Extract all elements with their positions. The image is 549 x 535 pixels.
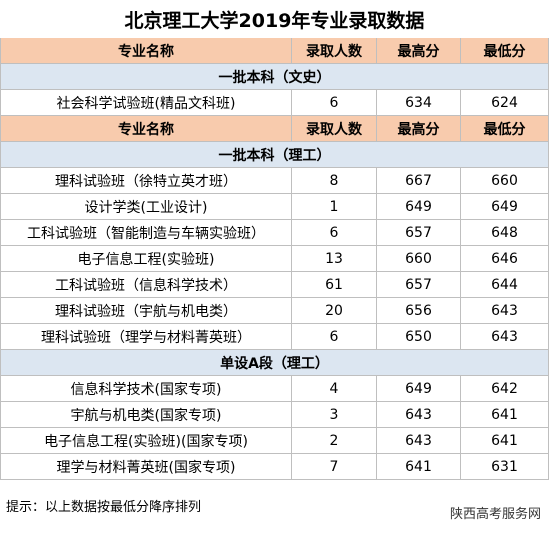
- section-row: 单设A段（理工）: [0, 350, 549, 376]
- table-cell: 660: [461, 168, 549, 194]
- table-cell: 642: [461, 376, 549, 402]
- table-cell: 61: [292, 272, 377, 298]
- header-cell: 录取人数: [292, 38, 377, 64]
- table-cell: 8: [292, 168, 377, 194]
- table-cell: 649: [461, 194, 549, 220]
- table-cell: 624: [461, 90, 549, 116]
- table-cell: 社会科学试验班(精品文科班): [0, 90, 292, 116]
- table-cell: 6: [292, 90, 377, 116]
- section-row: 一批本科（理工）: [0, 142, 549, 168]
- header-cell: 录取人数: [292, 116, 377, 142]
- table-cell: 6: [292, 324, 377, 350]
- table-cell: 宇航与机电类(国家专项): [0, 402, 292, 428]
- table-cell: 634: [377, 90, 461, 116]
- table-cell: 643: [461, 298, 549, 324]
- table-cell: 648: [461, 220, 549, 246]
- table-cell: 641: [461, 428, 549, 454]
- table-cell: 641: [377, 454, 461, 480]
- header-cell: 最高分: [377, 116, 461, 142]
- table-cell: 656: [377, 298, 461, 324]
- table-cell: 643: [377, 402, 461, 428]
- header-cell: 专业名称: [0, 116, 292, 142]
- table-cell: 643: [461, 324, 549, 350]
- table-cell: 理科试验班（理学与材料菁英班）: [0, 324, 292, 350]
- table-cell: 650: [377, 324, 461, 350]
- table-cell: 649: [377, 194, 461, 220]
- table-cell: 理学与材料菁英班(国家专项): [0, 454, 292, 480]
- section-row: 一批本科（文史）: [0, 64, 549, 90]
- table-cell: 4: [292, 376, 377, 402]
- table-cell: 设计学类(工业设计): [0, 194, 292, 220]
- table-cell: 646: [461, 246, 549, 272]
- footer-note: 提示：以上数据按最低分降序排列: [6, 500, 202, 515]
- header-cell: 最低分: [461, 116, 549, 142]
- table-cell: 工科试验班（智能制造与车辆实验班）: [0, 220, 292, 246]
- table-cell: 641: [461, 402, 549, 428]
- table-cell: 20: [292, 298, 377, 324]
- table-cell: 3: [292, 402, 377, 428]
- table-cell: 电子信息工程(实验班)(国家专项): [0, 428, 292, 454]
- table-cell: 667: [377, 168, 461, 194]
- table-cell: 理科试验班（徐特立英才班）: [0, 168, 292, 194]
- table-cell: 631: [461, 454, 549, 480]
- table-cell: 6: [292, 220, 377, 246]
- table-cell: 2: [292, 428, 377, 454]
- table-cell: 657: [377, 272, 461, 298]
- table-cell: 7: [292, 454, 377, 480]
- header-cell: 最低分: [461, 38, 549, 64]
- table-cell: 13: [292, 246, 377, 272]
- table-cell: 660: [377, 246, 461, 272]
- table-cell: 649: [377, 376, 461, 402]
- table-cell: 657: [377, 220, 461, 246]
- header-cell: 专业名称: [0, 38, 292, 64]
- table-cell: 信息科学技术(国家专项): [0, 376, 292, 402]
- title: 北京理工大学2019年专业录取数据: [124, 9, 425, 32]
- table-cell: 644: [461, 272, 549, 298]
- table-cell: 电子信息工程(实验班): [0, 246, 292, 272]
- table-cell: 643: [377, 428, 461, 454]
- table-cell: 工科试验班（信息科学技术）: [0, 272, 292, 298]
- header-cell: 最高分: [377, 38, 461, 64]
- brand: 陕西高考服务网: [449, 507, 541, 522]
- table-cell: 1: [292, 194, 377, 220]
- table-cell: 理科试验班（宇航与机电类）: [0, 298, 292, 324]
